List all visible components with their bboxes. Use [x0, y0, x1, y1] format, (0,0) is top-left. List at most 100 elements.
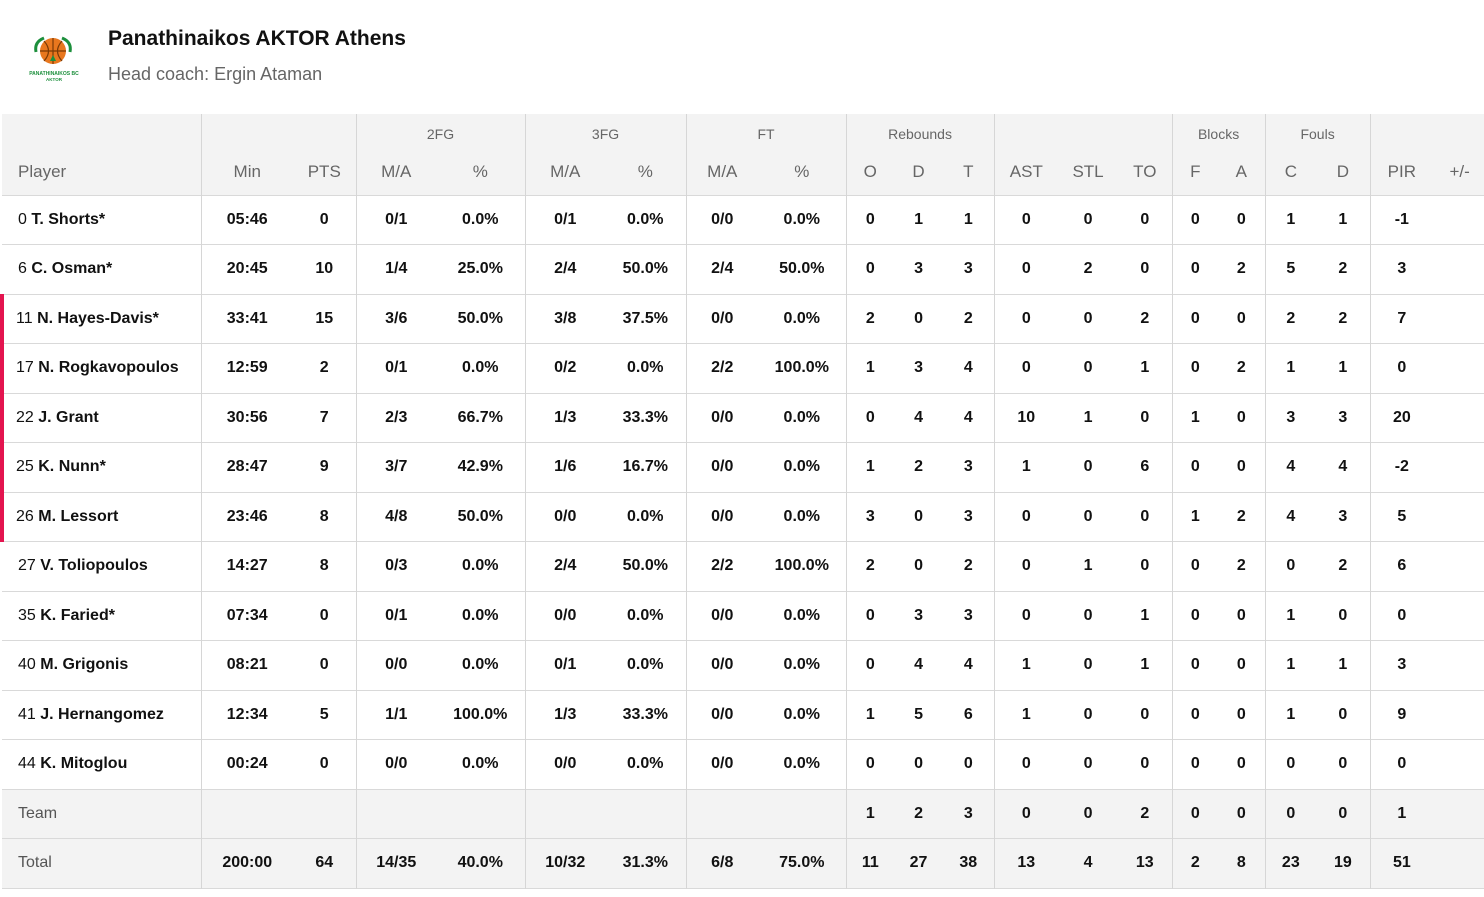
- stat-2fg-pct: 0.0%: [462, 557, 499, 575]
- player-name[interactable]: M. Grigonis: [40, 656, 129, 674]
- stat-reb-d: 0: [914, 309, 923, 327]
- stat-pir: 5: [1369, 492, 1434, 542]
- stat-plus-minus: [1433, 443, 1484, 493]
- col-header-foul-d[interactable]: D: [1336, 162, 1349, 182]
- col-header-2fg-pct[interactable]: %: [472, 162, 488, 182]
- stat-blk-a: 0: [1236, 656, 1246, 674]
- player-name[interactable]: N. Hayes-Davis*: [37, 309, 159, 327]
- player-name[interactable]: T. Shorts*: [31, 210, 106, 228]
- stat-3fg-ma: [524, 789, 606, 839]
- stat-2fg-ma: 3/6: [355, 294, 436, 344]
- stat-ast: 0: [993, 294, 1059, 344]
- player-name[interactable]: K. Nunn*: [38, 458, 106, 476]
- stat-blk-a: 2: [1236, 557, 1246, 575]
- player-name-cell[interactable]: 44 K. Mitoglou: [2, 740, 201, 790]
- stat-blk-f: 0: [1171, 244, 1219, 294]
- player-name-cell[interactable]: 6 C. Osman*: [2, 245, 201, 295]
- stat-pts: 8: [319, 557, 329, 575]
- stat-to: 0: [1140, 210, 1150, 228]
- stat-foul-d: 0: [1338, 755, 1348, 773]
- stat-blk-a: 0: [1236, 705, 1246, 723]
- player-name-cell[interactable]: 25 K. Nunn*: [0, 442, 201, 492]
- stat-reb-t: 0: [963, 755, 973, 773]
- stat-reb-o: 1: [845, 442, 895, 492]
- player-name[interactable]: N. Rogkavopoulos: [38, 359, 179, 377]
- col-header-to[interactable]: TO: [1133, 162, 1157, 182]
- stat-2fg-ma: 4/8: [355, 492, 436, 542]
- col-header-player[interactable]: Player: [18, 162, 67, 182]
- stat-2fg-ma: 0/1: [355, 591, 436, 641]
- stat-stl: 0: [1083, 606, 1093, 624]
- col-header-2fg-ma[interactable]: M/A: [355, 150, 436, 195]
- player-name-cell[interactable]: 17 N. Rogkavopoulos: [0, 343, 201, 393]
- stat-reb-o: 2: [845, 541, 895, 591]
- stat-reb-o: 3: [845, 492, 895, 542]
- stat-min: 20:45: [200, 244, 293, 294]
- player-name[interactable]: J. Grant: [38, 408, 99, 426]
- col-header-plus-minus[interactable]: +/-: [1449, 162, 1470, 182]
- player-name[interactable]: M. Lessort: [38, 507, 119, 525]
- player-name-cell[interactable]: 35 K. Faried*: [2, 591, 201, 641]
- col-header-3fg-ma[interactable]: M/A: [524, 150, 606, 195]
- stat-blk-f: 0: [1171, 195, 1219, 245]
- player-name[interactable]: C. Osman*: [31, 260, 113, 278]
- player-name-cell[interactable]: 22 J. Grant: [0, 393, 201, 443]
- stat-ft-pct: 0.0%: [783, 309, 821, 327]
- stat-stl: 0: [1083, 309, 1093, 327]
- stat-reb-d: 3: [914, 606, 923, 624]
- stat-3fg-pct: 50.0%: [622, 260, 668, 278]
- player-number: 6: [18, 260, 27, 278]
- col-header-blk-f[interactable]: F: [1171, 150, 1219, 195]
- stat-min: 00:24: [200, 739, 293, 789]
- logo-text-top: PANATHINAIKOS BC: [29, 71, 79, 77]
- stat-pir: 0: [1369, 343, 1434, 393]
- col-header-min[interactable]: Min: [200, 150, 293, 195]
- player-name-cell[interactable]: 26 M. Lessort: [0, 492, 201, 542]
- stat-pir: 7: [1369, 294, 1434, 344]
- player-name[interactable]: V. Toliopoulos: [40, 557, 148, 575]
- stat-reb-t: 3: [963, 507, 973, 525]
- stat-plus-minus: [1433, 641, 1484, 691]
- stat-3fg-ma: 0/2: [524, 343, 606, 393]
- player-row: 17 N. Rogkavopoulos 12:59 2 0/1 0.0% 0/2 0.0% 2…: [0, 343, 1484, 393]
- col-header-ast[interactable]: AST: [993, 150, 1059, 195]
- stat-plus-minus: [1433, 294, 1484, 344]
- player-name-cell[interactable]: 41 J. Hernangomez: [2, 690, 201, 740]
- stat-blk-a: 8: [1218, 838, 1266, 888]
- col-header-reb-d[interactable]: D: [912, 162, 925, 182]
- player-name-cell[interactable]: 40 M. Grigonis: [2, 641, 201, 691]
- player-name[interactable]: K. Faried*: [40, 606, 115, 624]
- player-name-cell[interactable]: 27 V. Toliopoulos: [2, 542, 201, 592]
- stat-3fg-ma: 0/0: [524, 591, 606, 641]
- stat-reb-o: 0: [845, 640, 895, 690]
- stat-ft-pct: 0.0%: [783, 408, 821, 426]
- col-header-3fg-pct[interactable]: %: [637, 162, 653, 182]
- player-name-cell[interactable]: 0 T. Shorts*: [2, 195, 201, 245]
- stat-ft-pct: [758, 789, 847, 839]
- stat-2fg-pct: 40.0%: [436, 838, 526, 888]
- stat-to: 0: [1140, 408, 1150, 426]
- col-header-reb-t[interactable]: T: [963, 162, 974, 182]
- col-header-foul-c[interactable]: C: [1264, 150, 1317, 195]
- player-name[interactable]: K. Mitoglou: [40, 755, 128, 773]
- stat-pir: 1: [1369, 789, 1434, 839]
- col-header-blk-a[interactable]: A: [1235, 162, 1247, 182]
- stat-min: 05:46: [200, 195, 293, 245]
- col-header-stl[interactable]: STL: [1072, 162, 1104, 182]
- col-header-ft-ma[interactable]: M/A: [685, 150, 759, 195]
- stat-2fg-pct: 0.0%: [462, 755, 499, 773]
- col-header-reb-o[interactable]: O: [845, 150, 895, 195]
- player-number: 44: [18, 755, 36, 773]
- col-header-pts[interactable]: PTS: [307, 162, 341, 182]
- player-name[interactable]: J. Hernangomez: [40, 705, 164, 723]
- col-header-ft-pct[interactable]: %: [794, 162, 810, 182]
- stat-foul-c: 1: [1264, 195, 1317, 245]
- stat-2fg-ma: 0/1: [355, 195, 436, 245]
- stat-2fg-pct: 100.0%: [453, 705, 508, 723]
- stat-ft-ma: 0/0: [685, 492, 759, 542]
- player-name-cell[interactable]: 11 N. Hayes-Davis*: [0, 294, 201, 344]
- stat-stl: 0: [1083, 656, 1093, 674]
- stat-3fg-pct: 16.7%: [622, 458, 668, 476]
- col-header-pir[interactable]: PIR: [1369, 150, 1434, 195]
- stat-pts: 64: [293, 838, 356, 888]
